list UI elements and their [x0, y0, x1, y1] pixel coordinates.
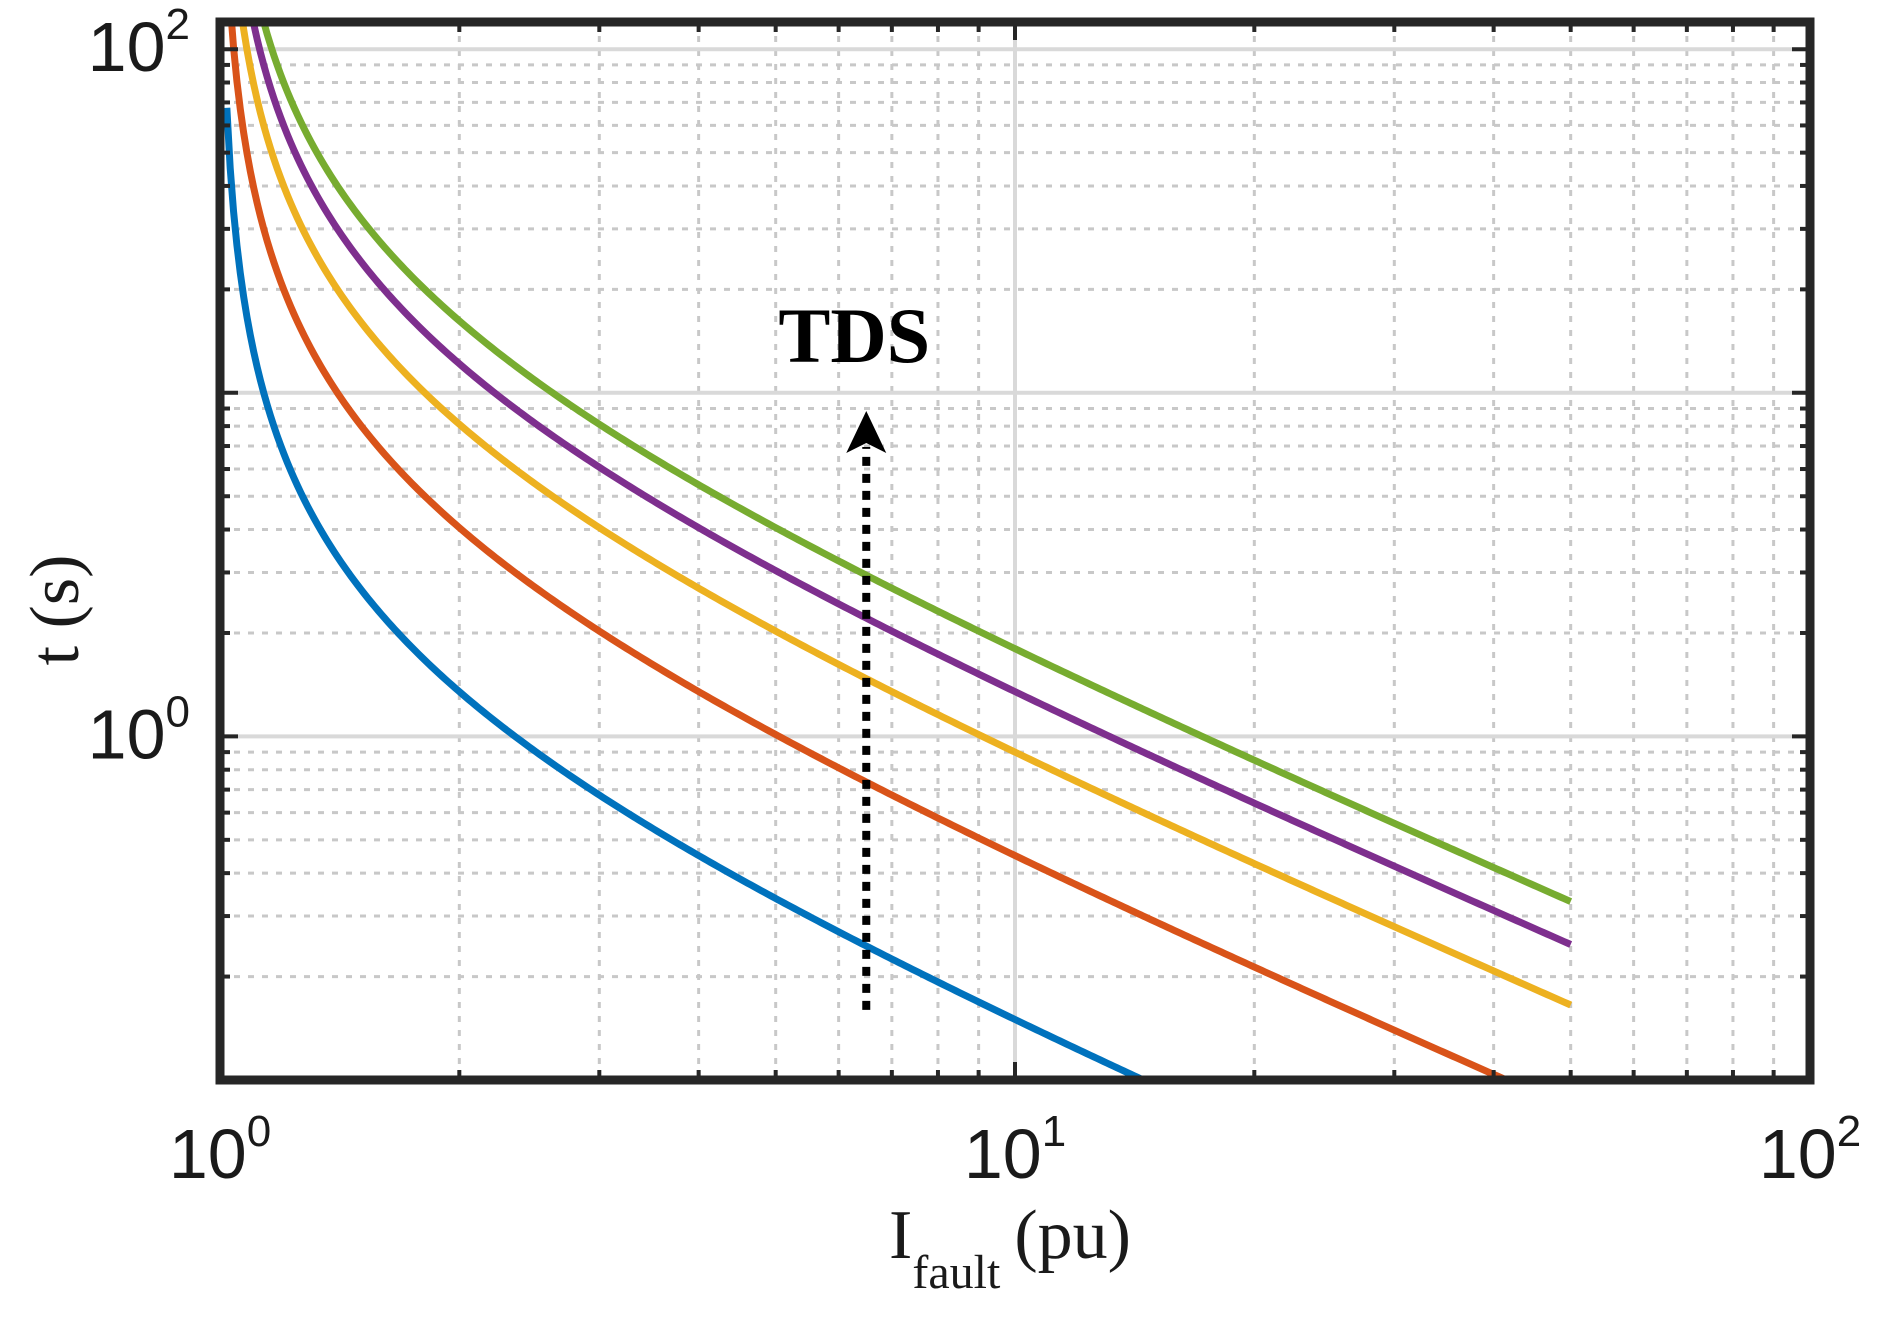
series-line-2: [228, 22, 1515, 1080]
x-axis-label: Ifault (pu): [889, 1197, 1131, 1299]
x-tick-label-base: 10: [169, 1115, 247, 1193]
y-tick-label-base: 10: [88, 695, 166, 773]
series-line-4: [249, 22, 1573, 948]
y-tick-label-exp: 0: [166, 687, 190, 736]
series-group: [223, 22, 1573, 1080]
x-tick-label-exp: 0: [247, 1107, 271, 1156]
y-tick-label-base: 10: [88, 8, 166, 86]
x-tick-label: 100: [169, 1107, 271, 1193]
annotation-group: TDS: [778, 292, 930, 1010]
x-tick-label-base: 10: [1759, 1115, 1837, 1193]
y-tick-label: 100: [88, 687, 190, 773]
y-axis-label-text: t (s): [17, 555, 94, 666]
x-tick-label-exp: 1: [1042, 1107, 1066, 1156]
x-tick-label-exp: 2: [1837, 1107, 1861, 1156]
y-tick-label: 102: [88, 0, 190, 86]
x-axis-label-unit: (pu): [1014, 1197, 1131, 1274]
tds-arrow-head: [846, 411, 887, 454]
y-axis-label: t (s): [17, 555, 94, 666]
x-tick-label: 101: [964, 1107, 1066, 1193]
x-axis-label-main: I: [889, 1197, 912, 1274]
x-tick-label-base: 10: [964, 1115, 1042, 1193]
series-line-5: [260, 22, 1573, 905]
series-line-1: [223, 107, 1152, 1080]
svg-text:Ifault(pu): Ifault (pu): [889, 1197, 1131, 1299]
y-tick-label-exp: 2: [166, 0, 190, 49]
series-line-3: [239, 22, 1573, 1009]
x-tick-label: 102: [1759, 1107, 1861, 1193]
x-axis-label-sub: fault: [912, 1246, 1001, 1299]
tds-label: TDS: [778, 292, 930, 379]
